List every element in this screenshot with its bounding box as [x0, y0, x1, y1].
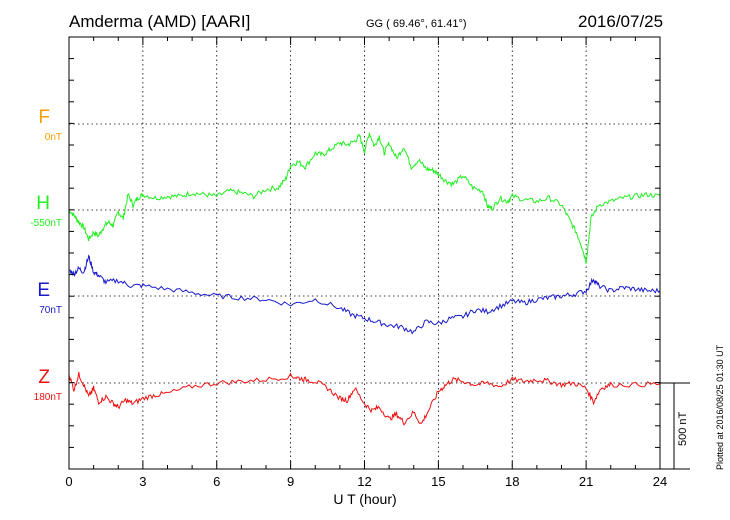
- series-line-h: [68, 132, 661, 264]
- x-tick-label: 24: [652, 474, 668, 489]
- coordinates-label: GG ( 69.46°, 61.41°): [366, 18, 467, 30]
- x-tick-label: 9: [287, 474, 295, 489]
- series-baseline-h: -550nT: [30, 218, 62, 229]
- series-label-h: H: [36, 193, 50, 214]
- x-tick-label: 12: [357, 474, 372, 489]
- axis-ticks: [68, 37, 661, 469]
- scale-bar-label: 500 nT: [677, 411, 689, 446]
- station-title: Amderma (AMD) [AARI]: [69, 12, 251, 31]
- x-tick-label: 21: [578, 474, 594, 489]
- series-label-e: E: [37, 280, 50, 301]
- x-tick-label: 3: [139, 474, 147, 489]
- series-label-z: Z: [38, 367, 50, 388]
- series-baseline-e: 70nT: [39, 305, 62, 316]
- series-baseline-f: 0nT: [44, 132, 62, 143]
- series-label-f: F: [38, 107, 50, 128]
- series-line-z: [68, 371, 661, 426]
- data-series: [68, 132, 661, 426]
- x-tick-label: 15: [431, 474, 446, 489]
- x-tick-label: 18: [505, 474, 520, 489]
- x-axis-label: U T (hour): [333, 491, 397, 507]
- scale-bar: [660, 382, 690, 470]
- series-line-e: [68, 254, 661, 335]
- x-tick-label: 6: [213, 474, 221, 489]
- series-baseline-z: 180nT: [33, 392, 62, 403]
- plotted-timestamp: Plotted at 2016/08/25 01:30 UT: [715, 344, 725, 470]
- date-label: 2016/07/25: [578, 12, 664, 31]
- x-tick-label: 0: [65, 474, 73, 489]
